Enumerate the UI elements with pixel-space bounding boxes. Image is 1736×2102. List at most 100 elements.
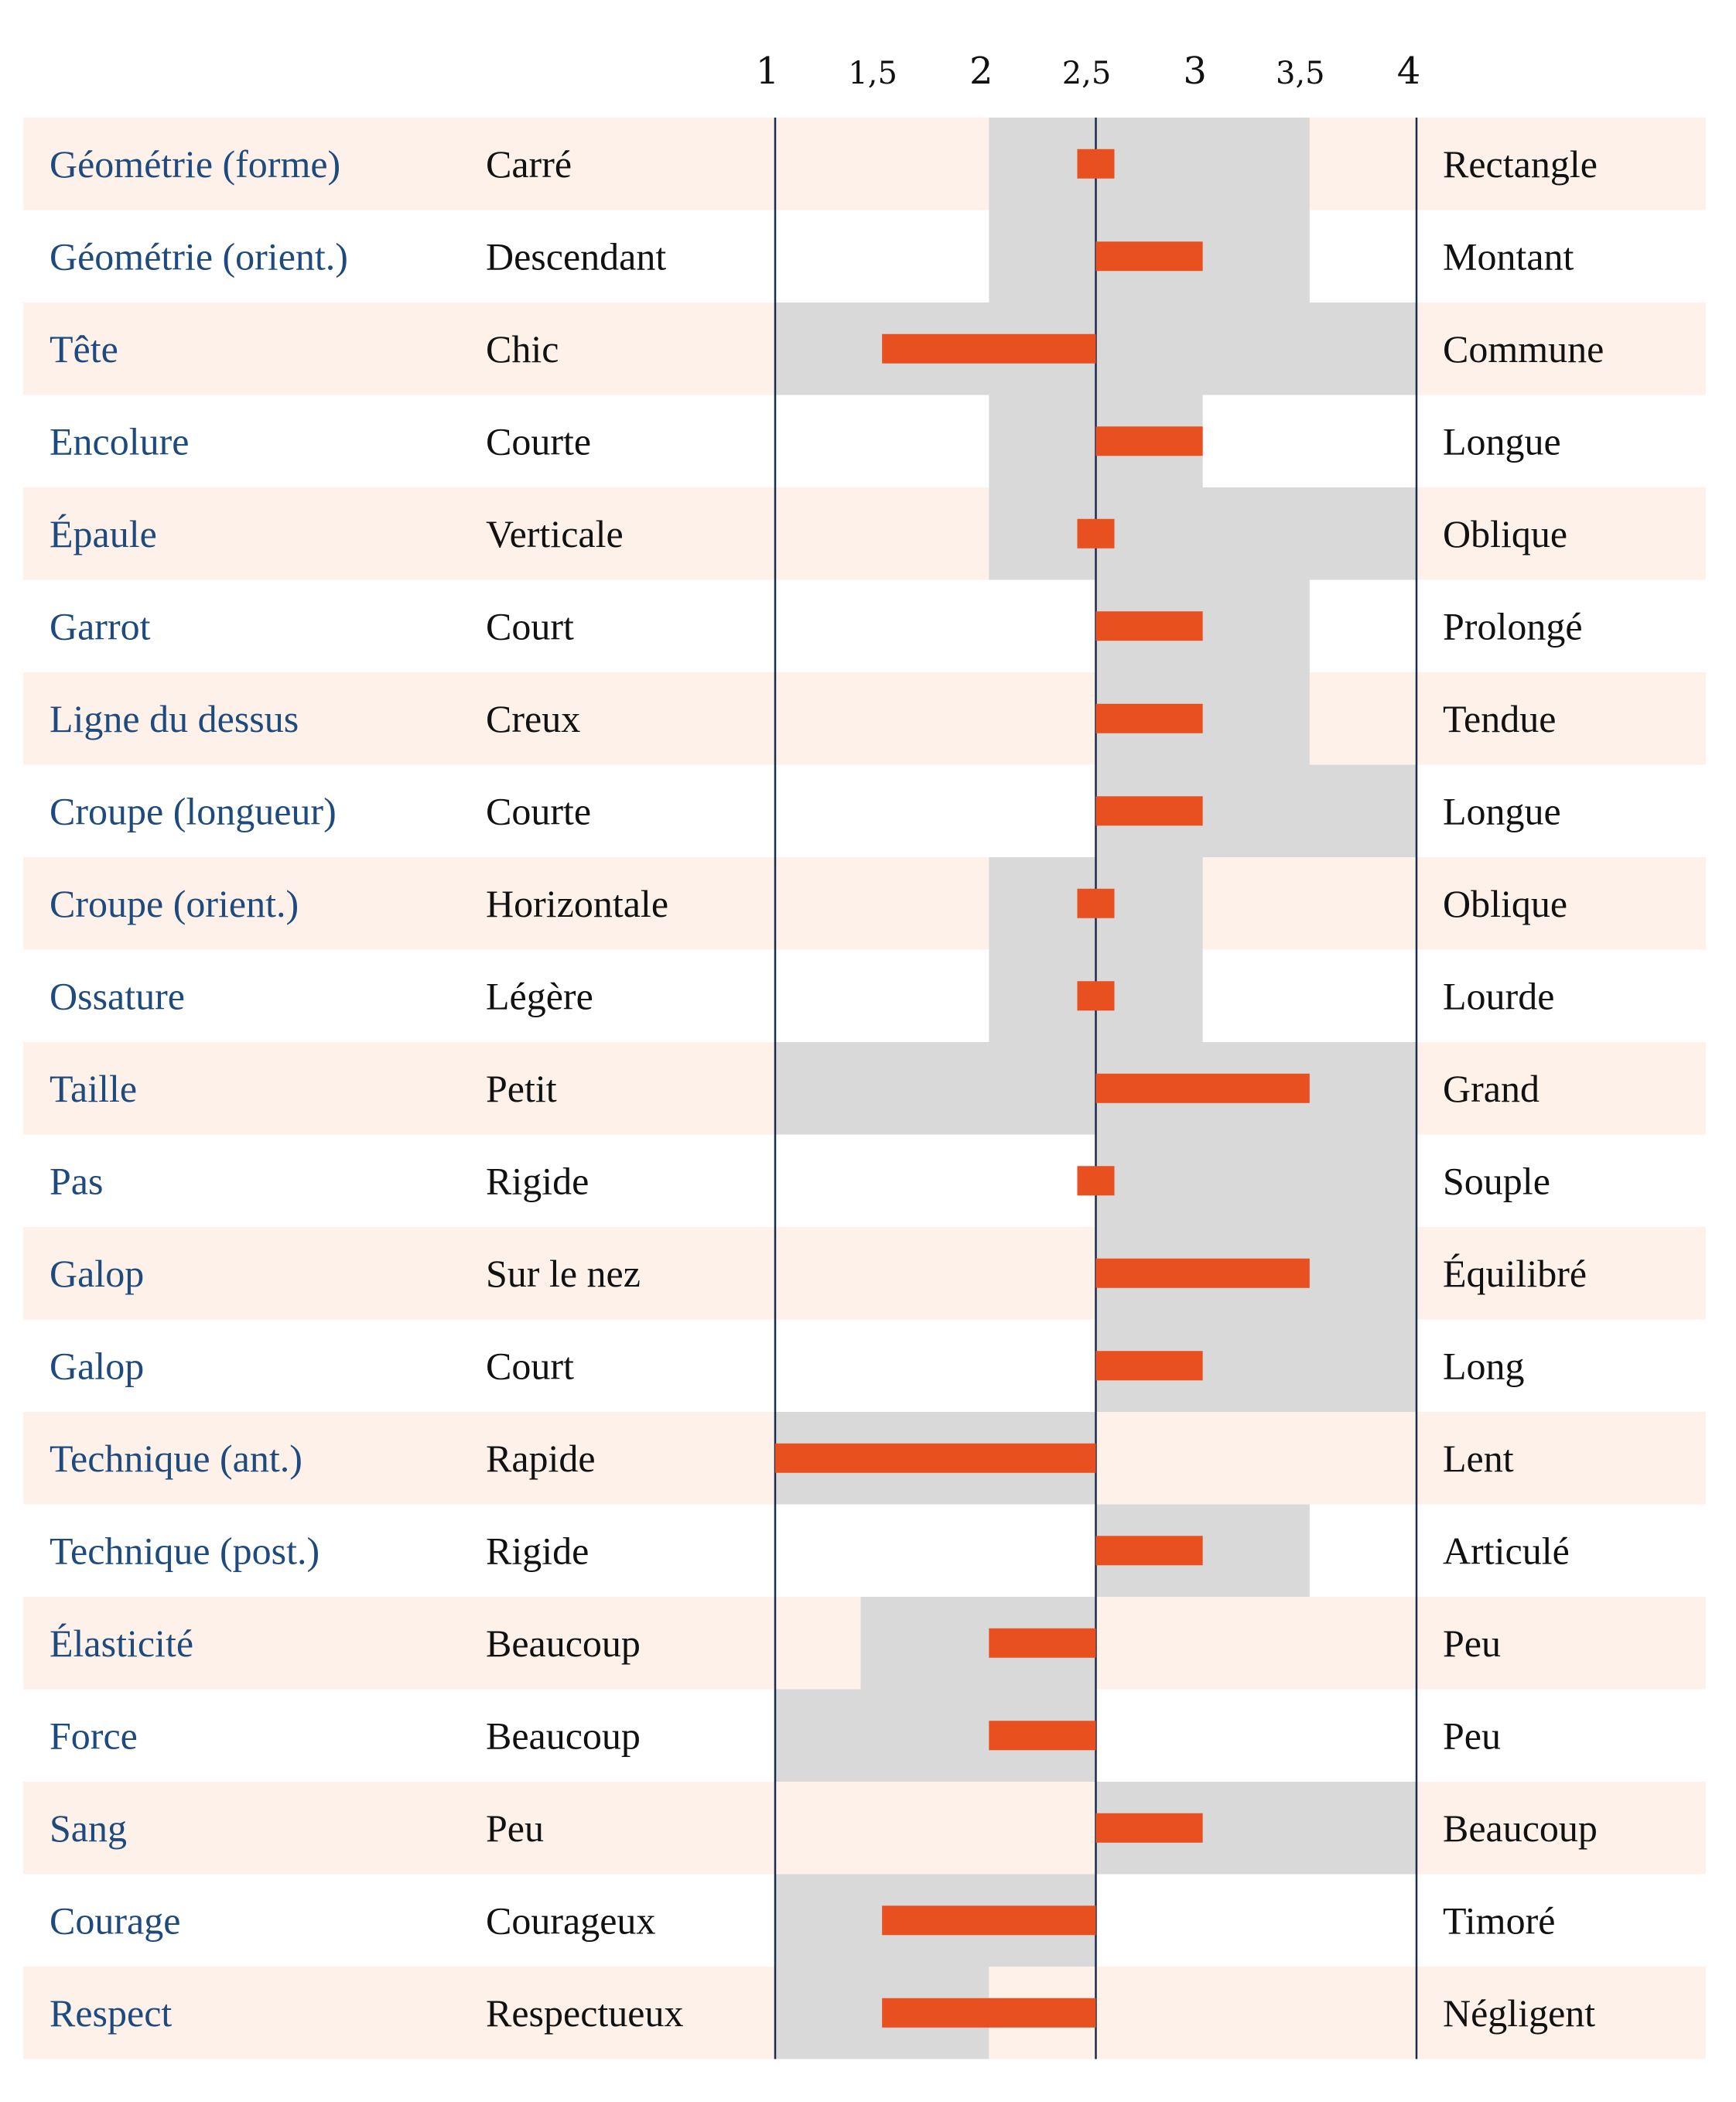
right-pole-label: Lourde <box>1443 974 1554 1017</box>
category-label: Taille <box>50 1067 137 1110</box>
right-pole-label: Longue <box>1443 789 1561 832</box>
left-pole-label: Horizontale <box>486 882 668 925</box>
left-pole-label: Courte <box>486 789 591 832</box>
left-pole-label: Rigide <box>486 1529 589 1572</box>
right-pole-label: Souple <box>1443 1159 1550 1202</box>
range-area <box>1095 1134 1416 1227</box>
row-band <box>23 857 1706 950</box>
left-pole-label: Beaucoup <box>486 1622 641 1665</box>
category-label: Tête <box>50 327 118 371</box>
left-pole-label: Peu <box>486 1806 544 1850</box>
category-label: Sang <box>50 1806 127 1850</box>
row-band <box>23 1782 1706 1875</box>
value-bar <box>882 1998 1096 2028</box>
value-bars <box>775 149 1310 2028</box>
right-pole-label: Rectangle <box>1443 142 1598 186</box>
value-bar <box>882 1905 1096 1936</box>
value-bar <box>882 333 1096 364</box>
category-label: Géométrie (forme) <box>50 142 340 186</box>
value-bar <box>1095 426 1203 456</box>
right-pole-label: Peu <box>1443 1714 1501 1757</box>
left-pole-label: Rigide <box>486 1159 589 1202</box>
category-label: Technique (ant.) <box>50 1437 302 1480</box>
x-tick-label: 2 <box>969 50 993 93</box>
x-tick-label: 1,5 <box>848 56 897 91</box>
category-label: Galop <box>50 1344 144 1387</box>
category-label: Force <box>50 1714 138 1757</box>
x-tick-label: 1 <box>756 50 780 93</box>
left-pole-label: Chic <box>486 327 559 371</box>
right-pole-label: Beaucoup <box>1443 1806 1598 1850</box>
right-pole-label: Montant <box>1443 234 1574 278</box>
left-pole-label: Courageux <box>486 1899 655 1942</box>
left-pole-label: Creux <box>486 697 580 740</box>
value-bar <box>1095 241 1203 272</box>
right-pole-label: Peu <box>1443 1622 1501 1665</box>
value-bar <box>1095 1536 1203 1566</box>
right-pole-label: Équilibré <box>1443 1252 1587 1295</box>
category-label: Respect <box>50 1991 172 2035</box>
category-label: Croupe (longueur) <box>50 789 337 832</box>
value-bar <box>989 1628 1096 1658</box>
category-label: Élasticité <box>50 1622 193 1665</box>
category-label: Encolure <box>50 419 189 463</box>
value-bar <box>775 1443 1096 1473</box>
value-bar <box>1095 1351 1203 1381</box>
left-pole-label: Sur le nez <box>486 1252 641 1295</box>
left-pole-label: Courte <box>486 419 591 463</box>
category-label: Ossature <box>50 974 185 1017</box>
left-pole-label: Court <box>486 604 574 648</box>
value-bar <box>1095 1813 1203 1843</box>
range-area <box>989 487 1416 580</box>
left-pole-label: Carré <box>486 142 572 186</box>
left-pole-label: Respectueux <box>486 1991 683 2035</box>
category-label: Courage <box>50 1899 180 1942</box>
value-bar <box>1095 611 1203 641</box>
category-label: Géométrie (orient.) <box>50 234 348 278</box>
category-label: Pas <box>50 1159 103 1202</box>
left-pole-label: Rapide <box>486 1437 596 1480</box>
category-label: Technique (post.) <box>50 1529 320 1572</box>
value-bar <box>1077 518 1115 549</box>
value-bar <box>1077 1166 1115 1196</box>
x-tick-label: 2,5 <box>1062 56 1112 91</box>
right-pole-label: Prolongé <box>1443 604 1583 648</box>
left-pole-label: Verticale <box>486 512 624 555</box>
category-label: Épaule <box>50 512 157 555</box>
range-area <box>989 118 1310 210</box>
value-bar <box>1095 1258 1310 1288</box>
right-pole-label: Longue <box>1443 419 1561 463</box>
left-pole-label: Court <box>486 1344 574 1387</box>
x-tick-label: 3,5 <box>1276 56 1325 91</box>
right-pole-label: Grand <box>1443 1067 1540 1110</box>
row-band <box>23 672 1706 765</box>
value-bar <box>1095 796 1203 826</box>
category-label: Ligne du dessus <box>50 697 299 740</box>
row-band <box>23 118 1706 210</box>
x-tick-labels: 1 1,5 2 2,5 3 3,5 4 <box>756 50 1421 93</box>
right-pole-label: Tendue <box>1443 697 1556 740</box>
x-tick-label: 4 <box>1397 50 1421 93</box>
value-bar <box>1095 1073 1310 1103</box>
row-band <box>23 1227 1706 1320</box>
value-bar <box>989 1721 1096 1751</box>
value-bar <box>1077 888 1115 918</box>
value-bar <box>1077 981 1115 1011</box>
left-pole-label: Descendant <box>486 234 666 278</box>
category-label: Garrot <box>50 604 151 648</box>
value-bar <box>1095 703 1203 733</box>
left-pole-label: Petit <box>486 1067 557 1110</box>
category-label: Croupe (orient.) <box>50 882 299 925</box>
x-tick-label: 3 <box>1183 50 1207 93</box>
right-pole-label: Négligent <box>1443 1991 1595 2035</box>
right-pole-label: Long <box>1443 1344 1525 1387</box>
left-pole-label: Beaucoup <box>486 1714 641 1757</box>
right-pole-label: Commune <box>1443 327 1604 371</box>
right-pole-label: Timoré <box>1443 1899 1555 1942</box>
right-pole-label: Oblique <box>1443 882 1567 925</box>
right-pole-label: Articulé <box>1443 1529 1570 1572</box>
right-pole-label: Oblique <box>1443 512 1567 555</box>
right-pole-label: Lent <box>1443 1437 1514 1480</box>
left-pole-label: Légère <box>486 974 593 1017</box>
